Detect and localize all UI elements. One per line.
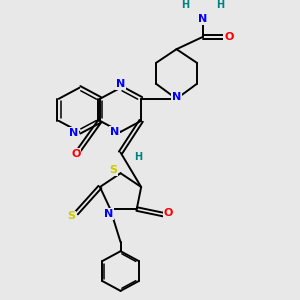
Text: H: H	[181, 0, 189, 10]
Text: H: H	[134, 152, 142, 162]
Text: H: H	[217, 0, 225, 10]
Text: N: N	[172, 92, 181, 102]
Text: N: N	[198, 14, 208, 24]
Text: O: O	[164, 208, 173, 218]
Text: S: S	[109, 166, 117, 176]
Text: O: O	[71, 149, 80, 159]
Text: N: N	[116, 79, 125, 88]
Text: S: S	[67, 212, 75, 221]
Text: N: N	[104, 209, 113, 219]
Text: O: O	[224, 32, 234, 42]
Text: N: N	[69, 128, 78, 138]
Text: N: N	[110, 127, 119, 137]
